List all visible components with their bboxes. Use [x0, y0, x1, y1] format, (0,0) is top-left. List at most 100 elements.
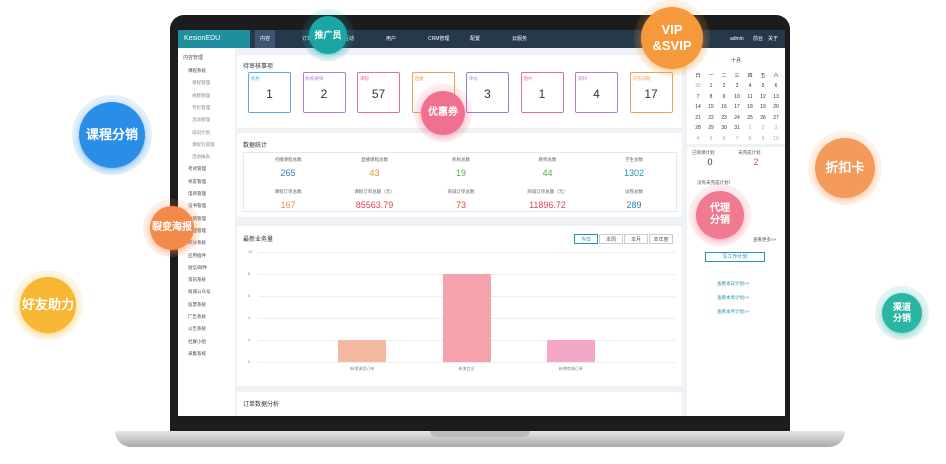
- nav-item[interactable]: CRM管理: [428, 36, 450, 42]
- bubble[interactable]: VIP &SVIP: [641, 7, 703, 69]
- calendar-day[interactable]: 8: [709, 93, 713, 100]
- tab[interactable]: 本月: [624, 234, 648, 244]
- calendar-day[interactable]: 24: [734, 114, 740, 121]
- calendar-day[interactable]: 4: [748, 83, 752, 89]
- sidebar-item[interactable]: 培训计划: [192, 129, 210, 135]
- sidebar-item[interactable]: 广告系统: [188, 314, 206, 319]
- nav-item[interactable]: 内容: [255, 30, 276, 48]
- plan-link[interactable]: 查看本周计划>>: [717, 295, 750, 300]
- bubble[interactable]: 优惠券: [421, 91, 465, 135]
- sidebar-item[interactable]: 短信/邮件: [188, 264, 208, 270]
- sidebar-item[interactable]: 课程包管理: [192, 141, 215, 147]
- calendar-day[interactable]: 17: [734, 104, 740, 110]
- bubble[interactable]: 推广员: [309, 16, 347, 54]
- calendar-day[interactable]: 26: [760, 114, 766, 121]
- calendar-day[interactable]: 30: [721, 125, 727, 131]
- sidebar-item[interactable]: 代理管理: [188, 227, 206, 233]
- sidebar-item[interactable]: 商城公众号: [188, 289, 211, 295]
- nav-item[interactable]: 互动: [344, 36, 355, 42]
- calendar-day[interactable]: 1: [748, 125, 752, 131]
- sidebar-item[interactable]: 专栏管理: [192, 104, 210, 110]
- calendar-day[interactable]: 6: [722, 135, 726, 142]
- pending-card[interactable]: [302, 72, 346, 113]
- sidebar-item[interactable]: 投票系统: [188, 301, 206, 307]
- calendar-day[interactable]: 10: [734, 93, 740, 100]
- sidebar-item[interactable]: 资讯系统: [188, 277, 206, 283]
- sidebar-item[interactable]: 社群小组: [188, 338, 206, 344]
- calendar-day[interactable]: 8: [748, 135, 752, 142]
- calendar-day[interactable]: 6: [774, 83, 778, 89]
- calendar-day[interactable]: 1: [709, 83, 713, 89]
- calendar-day[interactable]: 18: [747, 104, 753, 110]
- nav-link[interactable]: 前台: [753, 36, 764, 42]
- sidebar-item[interactable]: 课程系统: [188, 68, 206, 73]
- calendar-day[interactable]: 4: [696, 135, 700, 142]
- calendar-day[interactable]: 14: [695, 104, 701, 110]
- bubble[interactable]: 课程分销: [79, 102, 145, 168]
- sidebar-item[interactable]: 课程管理: [192, 80, 210, 86]
- nav-link[interactable]: 关于: [768, 36, 779, 42]
- sidebar-item[interactable]: 考试管理: [188, 166, 206, 172]
- calendar-day[interactable]: 12: [760, 93, 766, 100]
- calendar-day[interactable]: 19: [760, 104, 766, 110]
- sidebar-item[interactable]: 活动管理: [192, 117, 210, 123]
- sidebar-item[interactable]: 电商管理: [188, 191, 206, 196]
- pending-card[interactable]: [575, 72, 618, 113]
- bubble[interactable]: 裂变海报: [150, 206, 194, 250]
- calendar-day[interactable]: 31: [734, 125, 740, 131]
- bubble[interactable]: 代理 分销: [696, 191, 744, 239]
- calendar-day[interactable]: 30: [695, 83, 701, 89]
- calendar-day[interactable]: 5: [761, 83, 765, 89]
- calendar-day[interactable]: 10: [773, 135, 779, 142]
- calendar-day[interactable]: 5: [709, 135, 713, 142]
- bubble[interactable]: 好友助力: [20, 277, 76, 333]
- calendar-day[interactable]: 25: [747, 114, 753, 121]
- nav-item[interactable]: 配置: [470, 36, 481, 42]
- pending-card[interactable]: [629, 72, 673, 113]
- calendar-day[interactable]: 9: [761, 135, 765, 142]
- calendar-day[interactable]: 11: [747, 93, 753, 100]
- calendar-day[interactable]: 28: [695, 125, 701, 131]
- pending-card[interactable]: [466, 72, 509, 113]
- sidebar-item[interactable]: 采集系统: [188, 350, 206, 356]
- bubble[interactable]: 折扣卡: [815, 138, 875, 198]
- sidebar-item[interactable]: 活动报表: [192, 154, 210, 160]
- calendar-day[interactable]: 21: [695, 114, 701, 121]
- calendar-day[interactable]: 2: [722, 83, 726, 89]
- calendar-day[interactable]: 2: [761, 125, 765, 131]
- calendar-day[interactable]: 22: [708, 114, 714, 121]
- nav-item[interactable]: 用户: [386, 36, 397, 42]
- more-link[interactable]: 查看更多>>: [753, 237, 777, 242]
- bubble[interactable]: 渠道 分销: [882, 293, 922, 333]
- nav-item[interactable]: 订单: [302, 36, 313, 42]
- calendar-day[interactable]: 27: [773, 114, 779, 121]
- sidebar-item[interactable]: 师友管理: [188, 178, 206, 184]
- plan-link[interactable]: 查看本日计划>>: [717, 281, 750, 286]
- sidebar-item[interactable]: 证书管理: [188, 203, 206, 209]
- tab[interactable]: 本周: [599, 234, 623, 244]
- sidebar-item[interactable]: 公告系统: [188, 326, 206, 332]
- calendar-day[interactable]: 13: [773, 93, 779, 100]
- calendar-day[interactable]: 9: [722, 93, 726, 100]
- calendar-day[interactable]: 3: [774, 125, 778, 131]
- sidebar-item[interactable]: 视频管理: [192, 92, 210, 98]
- calendar-day[interactable]: 29: [708, 125, 714, 131]
- plan-link[interactable]: 查看本月计划>>: [717, 309, 750, 314]
- calendar-day[interactable]: 7: [735, 135, 739, 142]
- user[interactable]: admin: [730, 36, 744, 42]
- calendar-day[interactable]: 7: [696, 93, 700, 100]
- nav-item[interactable]: 云服务: [512, 36, 528, 42]
- tab[interactable]: 本年度: [649, 234, 673, 244]
- sidebar-item[interactable]: 应用插件: [188, 252, 206, 258]
- pending-card[interactable]: [248, 72, 291, 113]
- sidebar-item[interactable]: 积分系统: [188, 240, 206, 246]
- pending-card[interactable]: [357, 72, 400, 113]
- calendar-day[interactable]: 23: [721, 114, 727, 121]
- calendar-day[interactable]: 15: [708, 104, 714, 110]
- calendar-day[interactable]: 3: [735, 83, 739, 89]
- calendar-day[interactable]: 16: [721, 104, 727, 110]
- calendar-day[interactable]: 20: [773, 104, 779, 110]
- write-button[interactable]: 写工作计划: [705, 252, 765, 262]
- sidebar-item[interactable]: 分销管理: [188, 215, 206, 221]
- tab[interactable]: 今日: [574, 234, 598, 244]
